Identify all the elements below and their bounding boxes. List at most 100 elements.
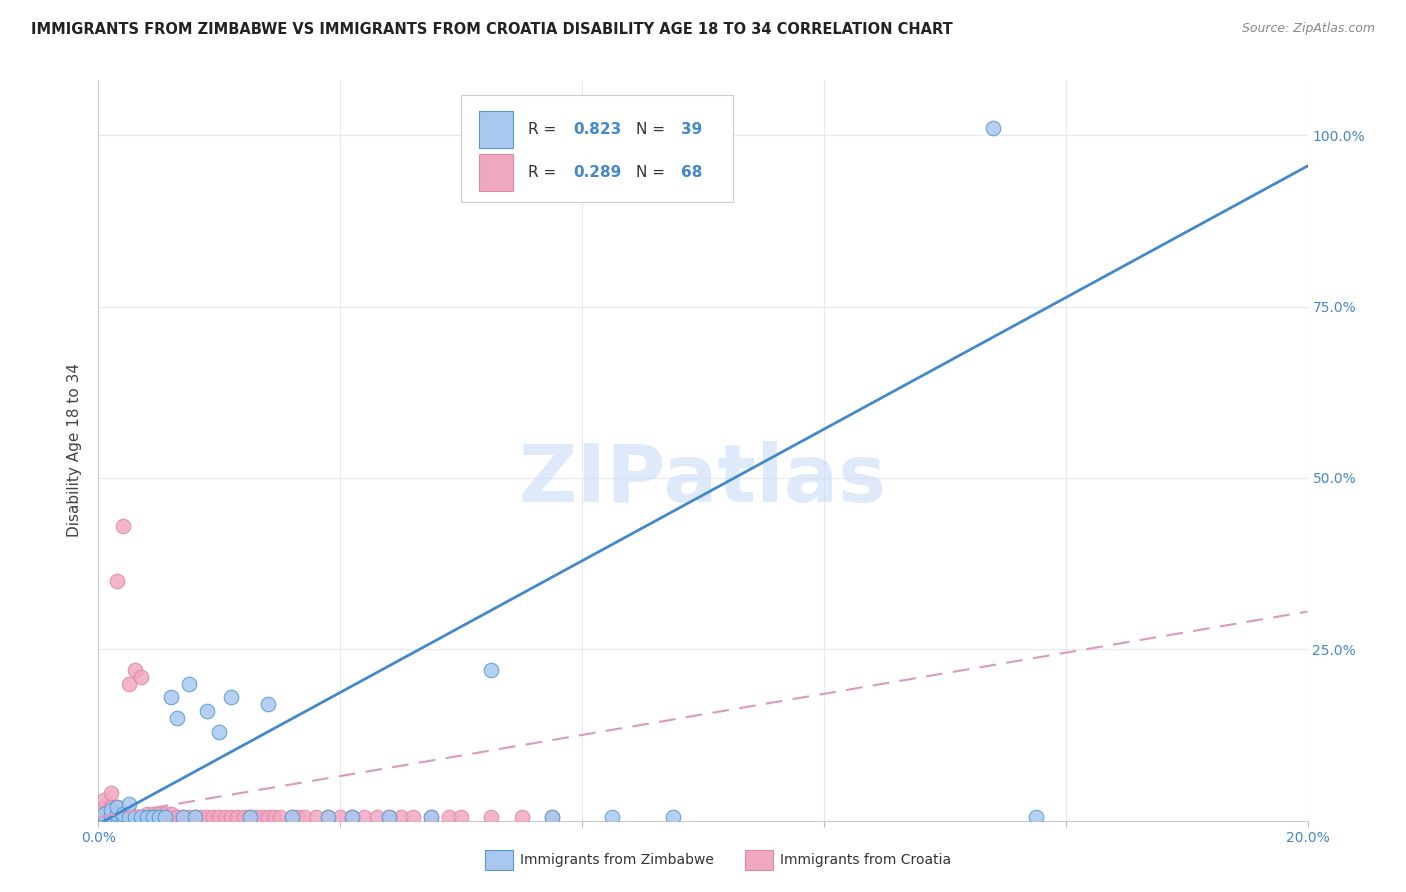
- Point: [263, 810, 285, 824]
- Point: [142, 806, 165, 821]
- Point: [105, 806, 128, 821]
- Text: Immigrants from Croatia: Immigrants from Croatia: [780, 853, 952, 867]
- Y-axis label: Disability Age 18 to 34: Disability Age 18 to 34: [67, 363, 83, 538]
- Point: [208, 724, 231, 739]
- Point: [166, 711, 188, 725]
- Point: [184, 810, 207, 824]
- Point: [100, 800, 122, 814]
- Text: 0.823: 0.823: [574, 122, 621, 137]
- Point: [402, 810, 425, 824]
- Point: [437, 810, 460, 824]
- Point: [195, 704, 218, 718]
- Point: [124, 810, 146, 824]
- Text: Immigrants from Zimbabwe: Immigrants from Zimbabwe: [520, 853, 714, 867]
- Point: [111, 810, 134, 824]
- Point: [160, 806, 183, 821]
- Point: [100, 808, 122, 822]
- FancyBboxPatch shape: [479, 112, 513, 148]
- Point: [93, 806, 115, 821]
- Point: [316, 810, 339, 824]
- Point: [118, 797, 141, 811]
- Point: [420, 810, 443, 824]
- Text: R =: R =: [527, 122, 561, 137]
- Point: [245, 810, 267, 824]
- Point: [353, 810, 375, 824]
- Point: [105, 810, 128, 824]
- Point: [148, 810, 170, 824]
- Point: [142, 810, 165, 824]
- Point: [172, 810, 194, 824]
- Point: [250, 810, 273, 824]
- Point: [93, 793, 115, 807]
- Point: [195, 810, 218, 824]
- Point: [981, 121, 1004, 136]
- Point: [269, 810, 291, 824]
- Point: [118, 806, 141, 821]
- Point: [342, 810, 364, 824]
- Point: [256, 810, 278, 824]
- Point: [118, 810, 141, 824]
- Point: [105, 806, 128, 821]
- Point: [111, 519, 134, 533]
- Text: N =: N =: [637, 122, 671, 137]
- Text: 68: 68: [682, 165, 703, 180]
- Point: [208, 810, 231, 824]
- FancyBboxPatch shape: [479, 154, 513, 191]
- Point: [93, 810, 115, 824]
- Point: [153, 810, 176, 824]
- Point: [184, 810, 207, 824]
- Point: [111, 810, 134, 824]
- Point: [450, 810, 472, 824]
- Point: [105, 810, 128, 824]
- Point: [129, 810, 152, 824]
- Point: [124, 663, 146, 677]
- Point: [100, 786, 122, 800]
- Point: [172, 810, 194, 824]
- Point: [148, 806, 170, 821]
- Point: [135, 810, 157, 824]
- Point: [100, 810, 122, 824]
- Point: [602, 810, 624, 824]
- Point: [105, 800, 128, 814]
- Point: [93, 806, 115, 821]
- Text: N =: N =: [637, 165, 671, 180]
- Point: [342, 810, 364, 824]
- Point: [305, 810, 328, 824]
- Point: [111, 806, 134, 821]
- Point: [256, 697, 278, 711]
- Point: [481, 663, 503, 677]
- Point: [105, 800, 128, 814]
- Point: [100, 803, 122, 817]
- Point: [129, 810, 152, 824]
- Point: [287, 810, 309, 824]
- Point: [100, 806, 122, 821]
- Point: [1024, 810, 1046, 824]
- Point: [281, 810, 304, 824]
- Point: [105, 574, 128, 588]
- Point: [160, 690, 183, 705]
- Point: [135, 810, 157, 824]
- Point: [166, 810, 188, 824]
- Text: 0.289: 0.289: [574, 165, 621, 180]
- Point: [93, 800, 115, 814]
- Text: 39: 39: [682, 122, 703, 137]
- Point: [179, 810, 201, 824]
- Point: [420, 810, 443, 824]
- Point: [389, 810, 412, 824]
- Point: [232, 810, 254, 824]
- Point: [160, 810, 183, 824]
- Point: [93, 810, 115, 824]
- Point: [239, 810, 262, 824]
- Point: [153, 806, 176, 821]
- Point: [190, 810, 212, 824]
- Point: [118, 810, 141, 824]
- Point: [111, 806, 134, 821]
- Point: [214, 810, 236, 824]
- Point: [221, 810, 243, 824]
- FancyBboxPatch shape: [461, 95, 734, 202]
- Point: [179, 676, 201, 690]
- Point: [142, 810, 165, 824]
- Point: [221, 690, 243, 705]
- Point: [124, 810, 146, 824]
- Point: [316, 810, 339, 824]
